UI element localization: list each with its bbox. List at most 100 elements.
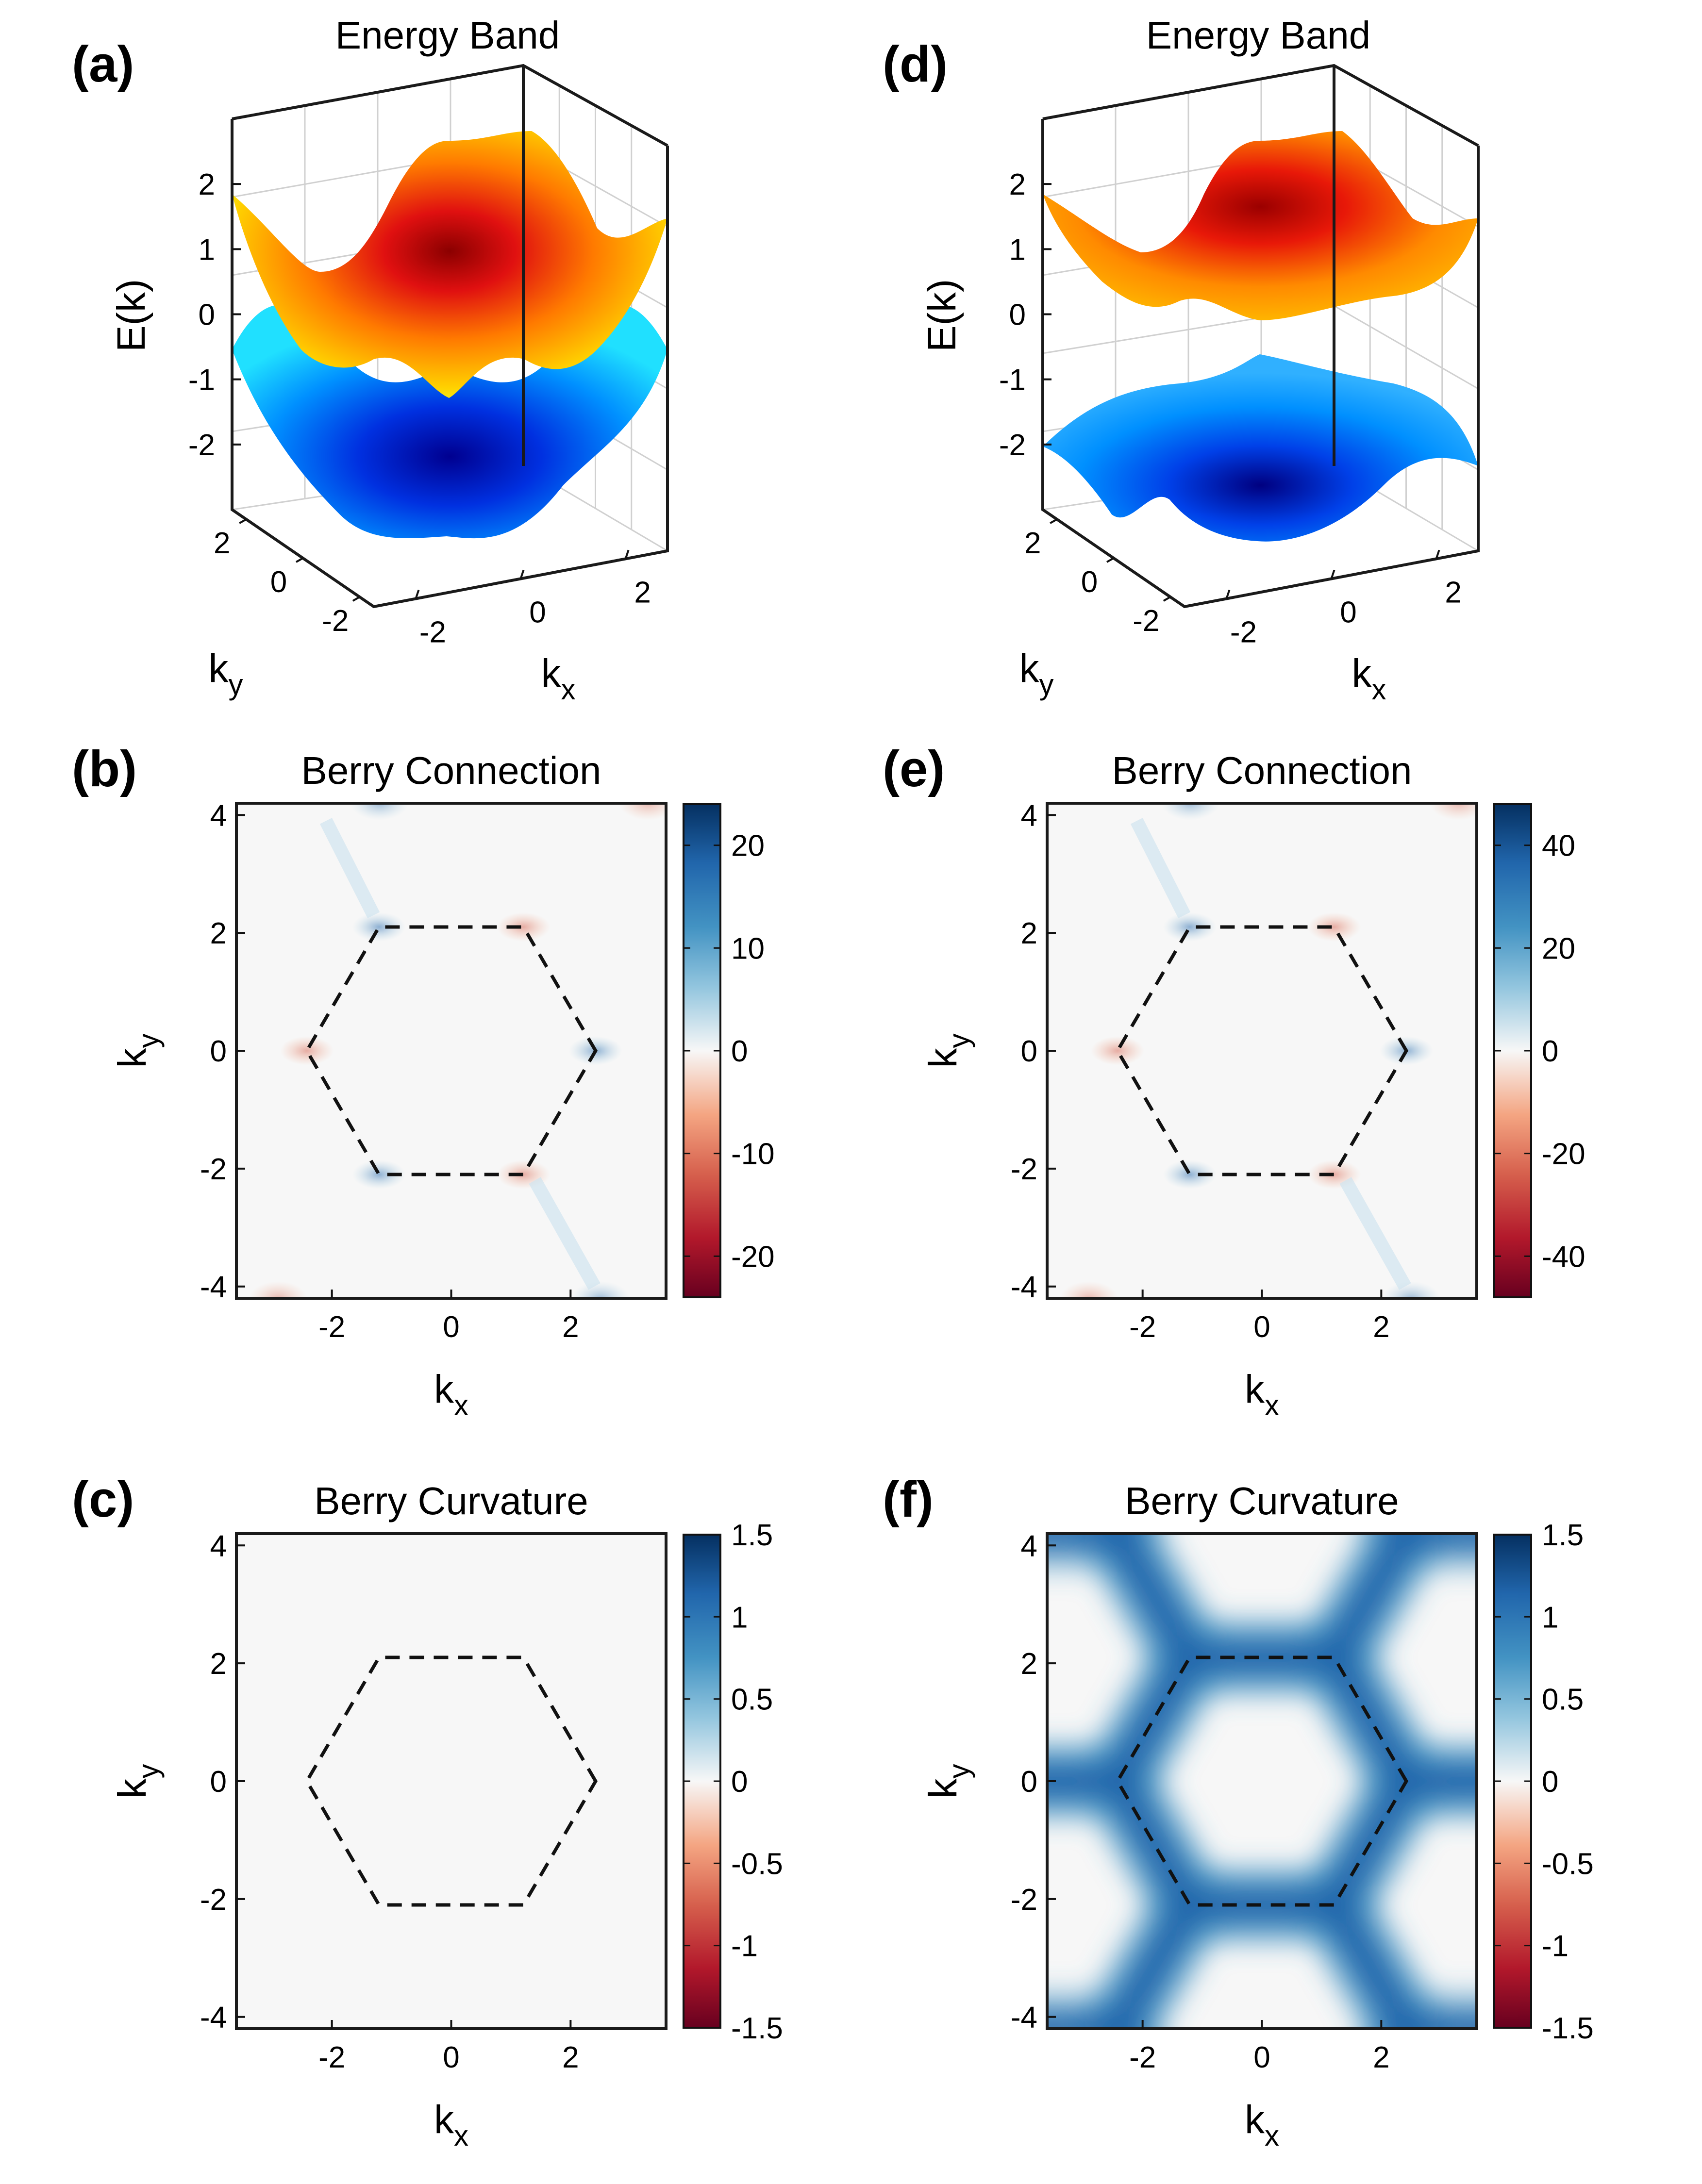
y-tick-label: 2 <box>210 917 227 950</box>
y-tick-label: -4 <box>1011 1271 1037 1304</box>
z-tick-label: -2 <box>999 429 1026 462</box>
y-tick-label: -2 <box>1011 1153 1037 1186</box>
colorbar-tick-label: -40 <box>1542 1240 1585 1274</box>
connection-hotspots <box>249 803 666 1298</box>
heatmap-field <box>249 803 666 1298</box>
y-axis-label-text: ky <box>921 1034 975 1068</box>
curvature-band <box>901 1781 973 1905</box>
y-axis-label: ky <box>921 1764 975 1799</box>
x-axis-label: kx <box>434 1367 468 1422</box>
curvature-band <box>1317 1888 1423 2029</box>
curvature-band <box>1317 1534 1423 1674</box>
x-tick-mark <box>1225 589 1231 599</box>
curvature-band-halo <box>1551 1534 1623 1657</box>
y-axis-label: ky <box>921 1034 975 1068</box>
x-tick-mark <box>519 569 525 579</box>
z-tick-label: -1 <box>999 364 1026 397</box>
connection-streak <box>319 818 380 919</box>
panel-title: Berry Curvature <box>1125 1479 1399 1522</box>
y-tick-label: -2 <box>322 604 349 638</box>
dirac-hotspot <box>1163 912 1217 942</box>
x-axis-label-text: kx <box>1352 651 1386 706</box>
y-tick-mark <box>352 596 360 602</box>
colorbar-tick-label: -0.5 <box>1542 1847 1594 1881</box>
upper-band-surface <box>232 131 667 398</box>
curvature-band-halo <box>901 1905 973 2029</box>
z-tick-label: 0 <box>199 298 215 332</box>
z-tick-label: 2 <box>1009 168 1026 201</box>
x-tick-label: 2 <box>562 1310 579 1344</box>
x-axis-label: kx <box>1245 2098 1279 2152</box>
box-top-edge <box>232 64 668 466</box>
curvature-band <box>1551 1781 1623 1905</box>
curvature-band <box>1551 1534 1623 1657</box>
y-tick-label: -2 <box>1011 1883 1037 1917</box>
x-tick-label: 0 <box>443 1310 459 1344</box>
y-tick-mark <box>1106 557 1114 563</box>
panel-letter: (c) <box>72 1471 134 1528</box>
heatmap-field <box>1060 803 1477 1298</box>
panel-title: Berry Connection <box>1112 749 1412 792</box>
x-tick-label: -2 <box>1230 616 1257 649</box>
curvature-band <box>901 1534 973 1657</box>
y-tick-label: 0 <box>1021 1035 1037 1068</box>
x-axis-label: kx <box>434 2098 468 2152</box>
x-tick-label: 0 <box>443 2041 459 2074</box>
x-tick-label: 2 <box>1373 2041 1389 2074</box>
dirac-hotspot <box>280 1036 334 1065</box>
connection-hotspots <box>1060 803 1477 1298</box>
panel-title: Berry Curvature <box>314 1479 588 1522</box>
x-axis-label-text: kx <box>434 1367 468 1422</box>
y-tick-label: 0 <box>1021 1765 1037 1799</box>
y-tick-mark <box>1163 596 1171 602</box>
y-tick-label: 0 <box>1081 565 1098 599</box>
z-tick-label: 2 <box>199 168 215 201</box>
y-tick-label: -2 <box>200 1883 227 1917</box>
z-axis-label: E(k) <box>920 279 964 352</box>
y-tick-label: -2 <box>200 1153 227 1186</box>
x-tick-mark <box>1330 569 1335 579</box>
x-axis-label-text: kx <box>434 2098 468 2152</box>
colorbar-tick-label: 0 <box>1542 1765 1558 1799</box>
curvature-band-halo <box>1551 1781 1623 1905</box>
connection-streak <box>1339 1177 1411 1290</box>
y-tick-label: 4 <box>210 1529 227 1563</box>
y-axis-label-text: ky <box>921 1764 975 1799</box>
curvature-band <box>901 1905 973 2029</box>
colorbar-tick-label: 0 <box>731 1035 748 1068</box>
panel-e: (e) Berry Connection-2 0 2420-2-4kxky40200-… <box>883 741 1585 1422</box>
colorbar-tick-label: 0.5 <box>731 1683 773 1717</box>
colorbar-tick-label: -10 <box>731 1138 775 1171</box>
panel-d: (d) Energy Band 2 1 0 -1 -2 E(k) -2 0 2 -2 0 2 ky kx <box>883 14 1480 706</box>
curvature-band-halo <box>901 1657 973 1781</box>
x-axis-label-text: kx <box>1245 1367 1279 1422</box>
y-axis-label: ky <box>209 646 243 701</box>
colorbar-tick-label: 1.5 <box>1542 1519 1584 1552</box>
x-tick-label: 2 <box>1445 576 1461 609</box>
x-tick-mark <box>1435 549 1440 560</box>
x-axis-label: kx <box>541 651 576 706</box>
y-axis-label-text: ky <box>1019 646 1054 701</box>
y-axis-label-text: ky <box>110 1764 165 1799</box>
x-tick-label: 2 <box>1373 1310 1389 1344</box>
colorbar-tick-label: -1.5 <box>731 2012 783 2045</box>
curvature-band-halo <box>901 1534 973 1657</box>
edge-hotspot <box>350 803 409 820</box>
dirac-hotspot <box>352 912 406 942</box>
x-tick-label: 2 <box>562 2041 579 2074</box>
dirac-hotspot <box>497 912 551 942</box>
panel-b: (b) Berry Connection-2 0 2420-2-4kxky20100-… <box>72 741 775 1422</box>
plot-background <box>236 1534 666 2029</box>
x-tick-label: -2 <box>318 2041 345 2074</box>
colorbar-tick-label: 0.5 <box>1542 1683 1584 1717</box>
colorbar-tick-label: 10 <box>731 932 765 965</box>
edge-hotspot <box>619 803 666 820</box>
colorbar-tick-label: -0.5 <box>731 1847 783 1881</box>
edge-hotspot <box>1161 803 1219 820</box>
edge-hotspot <box>571 1281 630 1298</box>
colorbar-tick-label: 1 <box>731 1601 748 1634</box>
y-tick-label: 2 <box>1021 1647 1037 1681</box>
z-tick-label: -2 <box>188 429 215 462</box>
colorbar-tick-label: -1.5 <box>1542 2012 1594 2045</box>
colorbar-tick-label: 1 <box>1542 1601 1558 1634</box>
